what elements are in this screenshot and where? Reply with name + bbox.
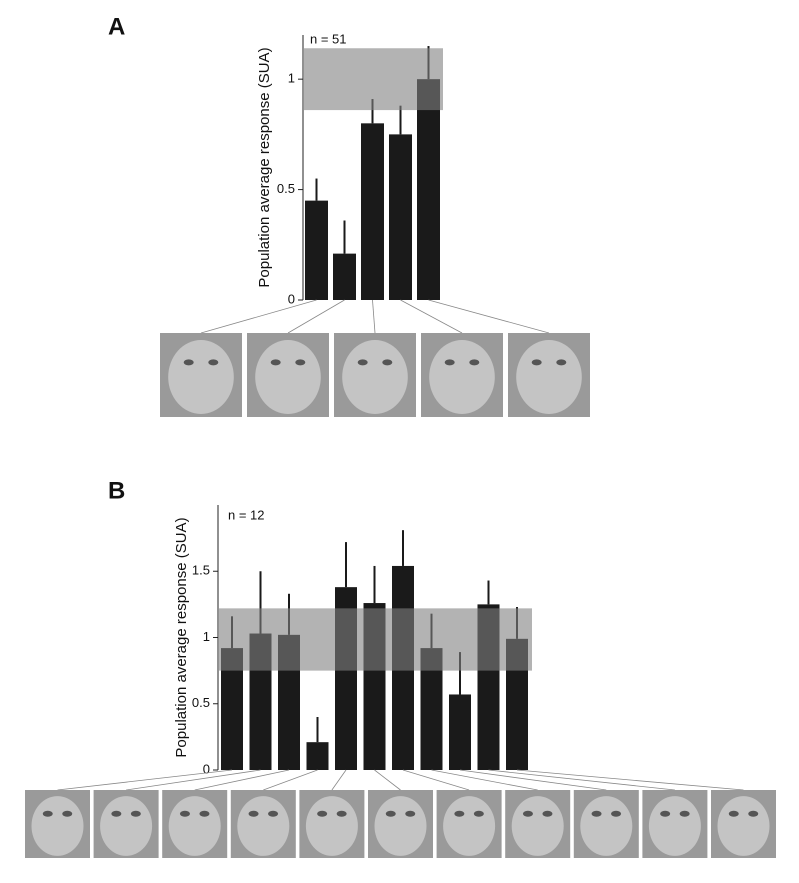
face <box>237 796 290 856</box>
y-tick-label: 0.5 <box>277 181 295 196</box>
y-axis-label: Population average response (SUA) <box>173 517 190 757</box>
connector <box>402 769 470 791</box>
eye <box>317 810 328 817</box>
y-tick-label: 1.5 <box>192 563 210 578</box>
eye <box>660 810 671 817</box>
bar <box>305 200 328 300</box>
eye <box>179 810 190 817</box>
eye <box>531 359 542 366</box>
eye <box>357 359 368 366</box>
connector <box>400 299 463 334</box>
face <box>305 796 358 856</box>
eye <box>748 810 759 817</box>
face <box>100 796 153 856</box>
annotation: n = 12 <box>228 507 265 522</box>
eye <box>130 810 141 817</box>
face <box>443 796 496 856</box>
y-tick-label: 0.5 <box>192 695 210 710</box>
face <box>374 796 427 856</box>
eye <box>42 810 53 817</box>
eye <box>208 359 219 366</box>
eye <box>268 810 279 817</box>
y-tick-label: 0 <box>203 761 210 776</box>
connector <box>57 769 233 791</box>
annotation: n = 51 <box>310 31 347 46</box>
eye <box>522 810 533 817</box>
eye <box>183 359 194 366</box>
connector <box>374 769 401 791</box>
face <box>717 796 770 856</box>
connector <box>431 769 538 791</box>
y-tick-label: 0 <box>288 291 295 306</box>
face <box>255 340 321 414</box>
connector <box>428 299 550 334</box>
connector <box>287 299 345 334</box>
connector <box>194 769 290 791</box>
eye <box>405 810 416 817</box>
face <box>511 796 564 856</box>
connector <box>331 769 347 791</box>
eye <box>611 810 622 817</box>
eye <box>454 810 465 817</box>
face <box>31 796 84 856</box>
eye <box>270 359 281 366</box>
shaded-range <box>219 608 532 671</box>
bar <box>306 742 329 770</box>
face <box>168 796 221 856</box>
bar <box>449 694 471 770</box>
eye <box>336 810 347 817</box>
bar <box>506 638 528 770</box>
eye <box>62 810 73 817</box>
eye <box>542 810 553 817</box>
face <box>429 340 495 414</box>
bar <box>361 123 384 300</box>
bar <box>417 79 440 301</box>
eye <box>382 359 393 366</box>
eye <box>679 810 690 817</box>
eye <box>591 810 602 817</box>
y-tick-label: 1 <box>203 629 210 644</box>
bar <box>221 648 243 770</box>
panel-label: A <box>108 13 125 40</box>
eye <box>469 359 480 366</box>
connector <box>200 299 317 334</box>
shaded-range <box>304 48 443 111</box>
panel-label: B <box>108 477 125 504</box>
connector <box>488 769 675 791</box>
connector <box>126 769 261 791</box>
face <box>580 796 633 856</box>
eye <box>199 810 210 817</box>
connector <box>459 769 607 791</box>
eye <box>444 359 455 366</box>
face <box>168 340 234 414</box>
eye <box>385 810 396 817</box>
bar <box>420 648 443 770</box>
connector <box>372 299 376 334</box>
eye <box>295 359 306 366</box>
connector <box>263 769 318 791</box>
eye <box>728 810 739 817</box>
y-axis-label: Population average response (SUA) <box>256 47 273 287</box>
bar <box>333 253 356 300</box>
connector <box>516 769 744 791</box>
eye <box>556 359 567 366</box>
face <box>516 340 582 414</box>
eye <box>111 810 122 817</box>
eye <box>473 810 484 817</box>
y-tick-label: 1 <box>288 71 295 86</box>
eye <box>248 810 259 817</box>
face <box>648 796 701 856</box>
bar <box>389 134 412 300</box>
face <box>342 340 408 414</box>
